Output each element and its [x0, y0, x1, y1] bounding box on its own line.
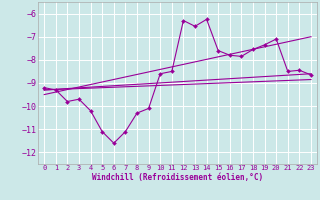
- X-axis label: Windchill (Refroidissement éolien,°C): Windchill (Refroidissement éolien,°C): [92, 173, 263, 182]
